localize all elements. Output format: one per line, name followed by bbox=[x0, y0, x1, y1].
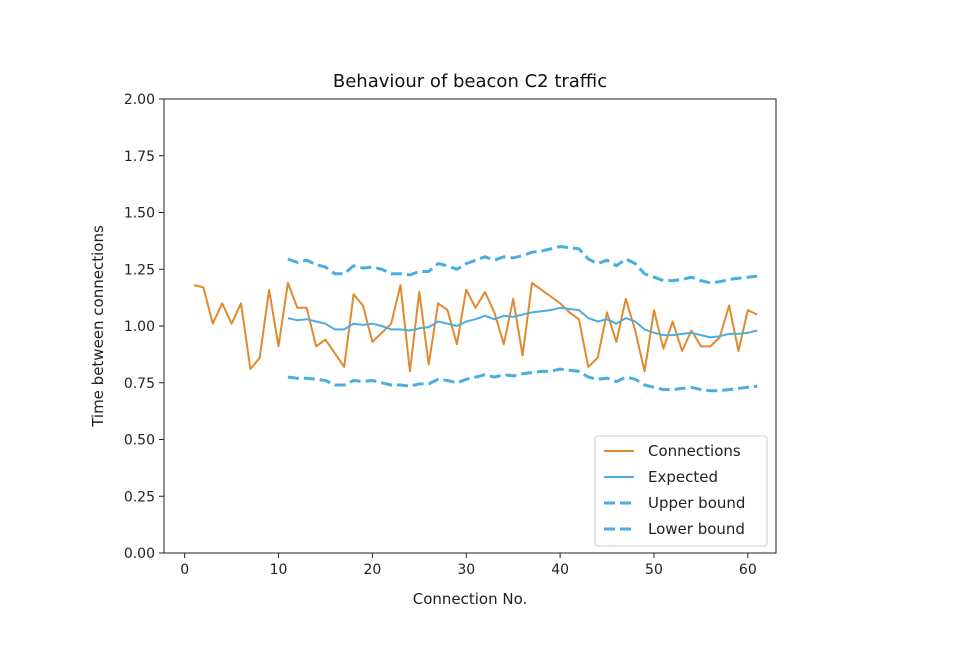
x-tick-label: 60 bbox=[739, 562, 757, 578]
legend-label: Connections bbox=[648, 442, 741, 460]
plot-lines bbox=[193, 245, 758, 393]
x-tick-label: 10 bbox=[270, 562, 288, 578]
series-line-connections bbox=[193, 281, 758, 373]
legend: Connections Expected Upper bound Lower boun… bbox=[594, 435, 768, 547]
legend-label: Upper bound bbox=[648, 494, 745, 512]
x-tick-label: 40 bbox=[551, 562, 569, 578]
x-axis-label: Connection No. bbox=[413, 590, 528, 608]
y-tick-label: 1.25 bbox=[124, 262, 155, 278]
series-line-lower-bound bbox=[287, 367, 758, 393]
legend-label: Expected bbox=[648, 468, 718, 486]
legend-box bbox=[594, 435, 768, 547]
x-tick-label: 20 bbox=[363, 562, 381, 578]
legend-label: Lower bound bbox=[648, 520, 745, 538]
series-line-expected bbox=[287, 306, 758, 339]
y-tick-label: 0.75 bbox=[124, 376, 155, 392]
series-line-upper-bound bbox=[287, 245, 758, 285]
x-tick-label: 0 bbox=[180, 562, 189, 578]
y-tick-label: 1.00 bbox=[124, 319, 155, 335]
chart-title: Behaviour of beacon C2 traffic bbox=[333, 71, 607, 92]
y-tick-label: 0.00 bbox=[124, 546, 155, 562]
y-tick-label: 1.50 bbox=[124, 206, 155, 222]
x-axis: 0 10 20 30 40 50 60 bbox=[180, 553, 757, 578]
y-axis-label: Time between connections bbox=[89, 225, 107, 428]
y-tick-label: 1.75 bbox=[124, 149, 155, 165]
x-tick-label: 30 bbox=[457, 562, 475, 578]
y-axis: 0.00 0.25 0.50 0.75 1.00 1.25 1.50 1.75 2.00 bbox=[124, 92, 164, 562]
y-tick-label: 2.00 bbox=[124, 92, 155, 108]
y-tick-label: 0.50 bbox=[124, 433, 155, 449]
x-tick-label: 50 bbox=[645, 562, 663, 578]
y-tick-label: 0.25 bbox=[124, 489, 155, 505]
